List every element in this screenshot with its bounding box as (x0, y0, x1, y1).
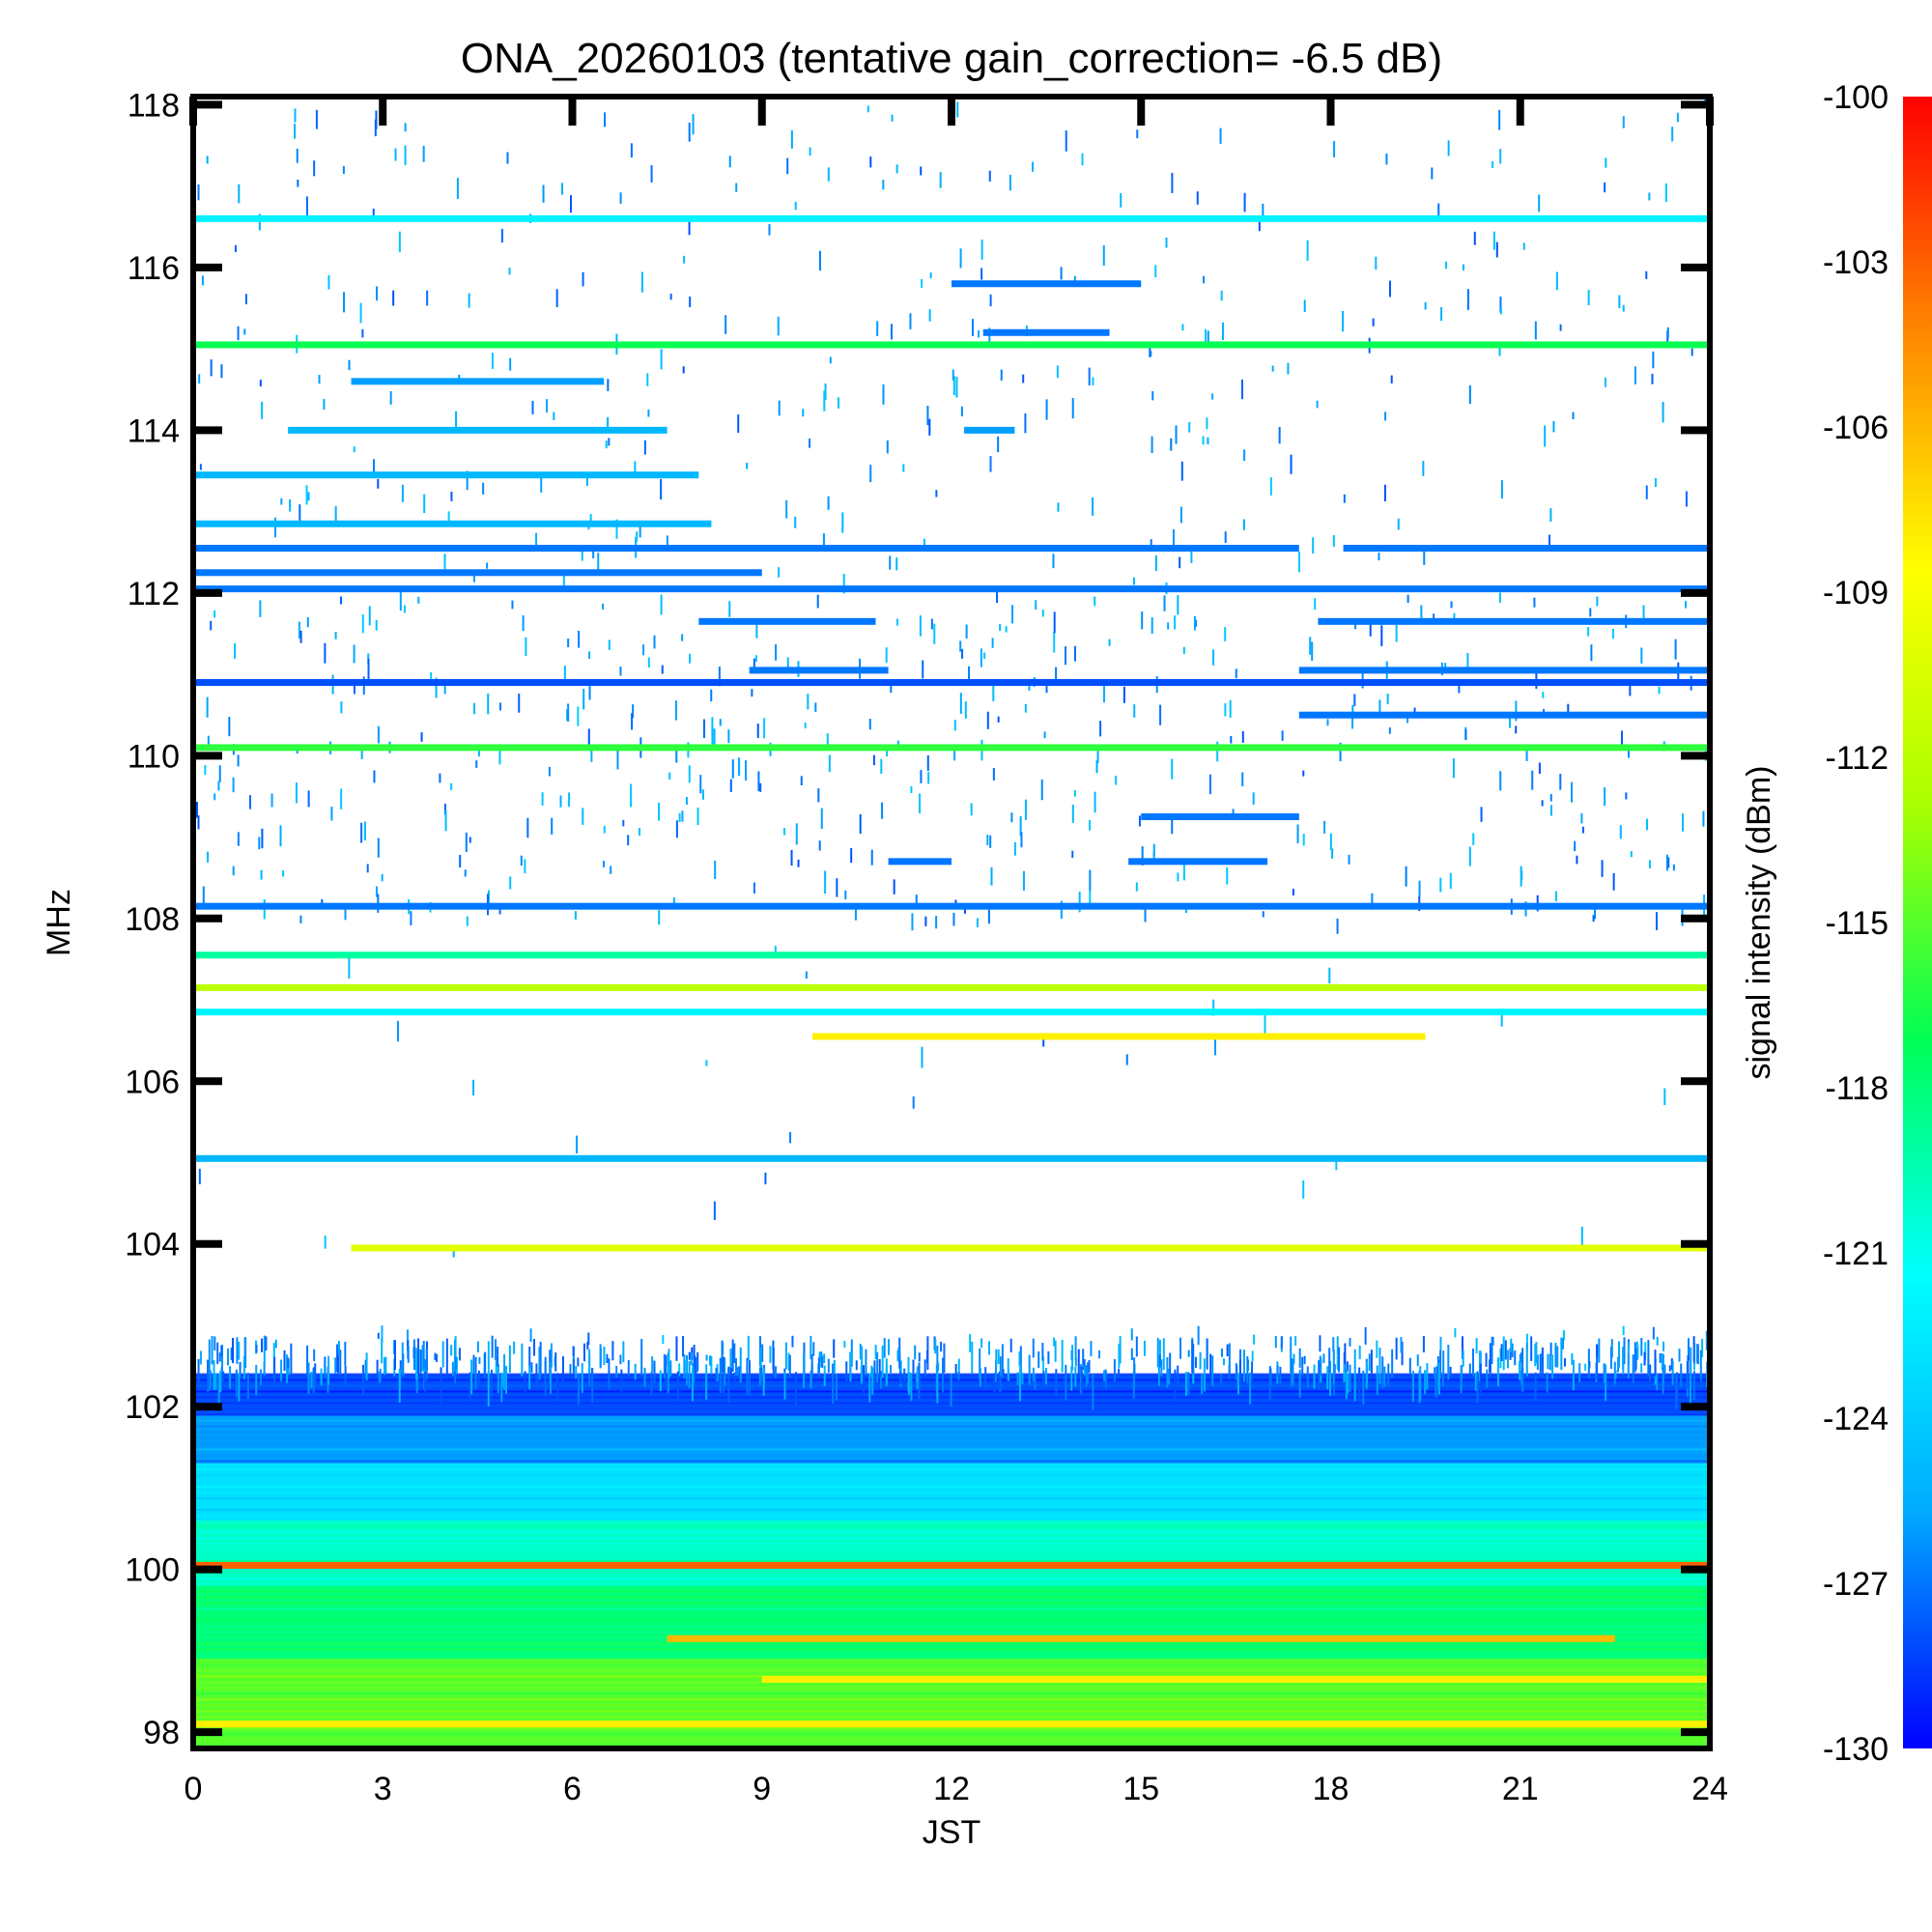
y-tick-label-112: 112 (128, 576, 180, 612)
continuum-region-2 (193, 1520, 1710, 1586)
y-axis-label: MHz (41, 889, 77, 956)
colorbar-tick-label: -103 (1823, 244, 1889, 281)
band-21 (888, 858, 952, 866)
y-tick-label-114: 114 (128, 412, 180, 449)
x-tick-label-15: 15 (1122, 1771, 1159, 1807)
band-30 (193, 1561, 1710, 1569)
band-16 (1298, 667, 1710, 674)
band-3 (193, 341, 1710, 349)
x-tick-label-12: 12 (933, 1771, 970, 1807)
noise-speckle-layer (193, 99, 1710, 1410)
band-17 (193, 679, 1710, 687)
band-14 (1318, 617, 1710, 625)
band-25 (193, 983, 1710, 991)
x-tick-label-6: 6 (563, 1771, 582, 1807)
colorbar-tick-label: -124 (1823, 1401, 1889, 1437)
y-tick-label-106: 106 (125, 1064, 180, 1100)
band-9 (193, 545, 1299, 553)
colorbar-tick-label: -118 (1825, 1070, 1889, 1107)
colorbar-tick-label: -127 (1823, 1566, 1889, 1603)
x-tick-label-0: 0 (185, 1771, 203, 1807)
y-tick-label-116: 116 (128, 250, 180, 287)
band-15 (749, 667, 889, 674)
band-24 (193, 952, 1710, 959)
band-31 (667, 1634, 1615, 1642)
y-tick-label-98: 98 (143, 1715, 180, 1751)
band-4 (351, 378, 605, 385)
continuum-layer (193, 1373, 1710, 1748)
band-33 (193, 1720, 1710, 1728)
band-11 (193, 569, 762, 577)
colorbar-tick-label: -115 (1825, 905, 1889, 942)
x-tick-label-18: 18 (1313, 1771, 1350, 1807)
band-23 (193, 902, 1710, 910)
x-tick-label-3: 3 (374, 1771, 392, 1807)
band-19 (193, 744, 1710, 752)
colorbar-tick-label: -109 (1823, 575, 1889, 611)
band-32 (761, 1675, 1710, 1683)
y-tick-label-100: 100 (125, 1552, 180, 1589)
y-axis-ticks: 98 100 102 104 106 108 110 112 114 116 118 (125, 87, 1710, 1751)
x-axis-label: JST (923, 1814, 980, 1851)
colorbar-tick-label: -106 (1823, 410, 1889, 446)
y-tick-label-104: 104 (125, 1227, 180, 1264)
x-tick-label-9: 9 (753, 1771, 771, 1807)
band-10 (1343, 545, 1710, 553)
x-tick-label-21: 21 (1502, 1771, 1539, 1807)
colorbar-tick-label: -121 (1823, 1236, 1889, 1272)
colorbar-ticks: -100 -103 -106 -109 -112 -115 -118 -121 -124 -127… (1823, 79, 1889, 1768)
colorbar (1903, 97, 1932, 1748)
band-layer (193, 214, 1710, 1728)
chart-title: ONA_20260103 (tentative gain_correction=… (461, 35, 1442, 82)
y-tick-label-102: 102 (125, 1389, 180, 1426)
colorbar-tick-label: -112 (1825, 740, 1889, 777)
colorbar-label: signal intensity (dBm) (1741, 765, 1777, 1079)
band-28 (193, 1154, 1710, 1162)
band-6 (964, 426, 1015, 434)
band-12 (193, 585, 1710, 593)
y-tick-label-110: 110 (128, 738, 180, 775)
band-27 (812, 1033, 1426, 1040)
band-13 (698, 617, 876, 625)
band-20 (1141, 812, 1299, 820)
band-5 (288, 426, 668, 434)
x-axis-ticks: 0 3 6 9 12 15 18 21 24 (185, 97, 1728, 1807)
band-7 (193, 471, 699, 479)
y-tick-label-118: 118 (128, 87, 180, 124)
band-18 (1298, 711, 1710, 719)
band-1 (982, 328, 1110, 336)
band-22 (1128, 858, 1268, 866)
y-tick-label-108: 108 (125, 901, 180, 938)
x-tick-label-24: 24 (1691, 1771, 1728, 1807)
colorbar-tick-label: -100 (1823, 79, 1889, 116)
band-29 (351, 1244, 1710, 1252)
band-2 (952, 280, 1142, 288)
plot-area (193, 97, 1710, 1748)
band-0 (193, 214, 1710, 222)
band-8 (193, 520, 712, 527)
band-26 (193, 1009, 1710, 1016)
colorbar-tick-label: -130 (1823, 1731, 1889, 1768)
